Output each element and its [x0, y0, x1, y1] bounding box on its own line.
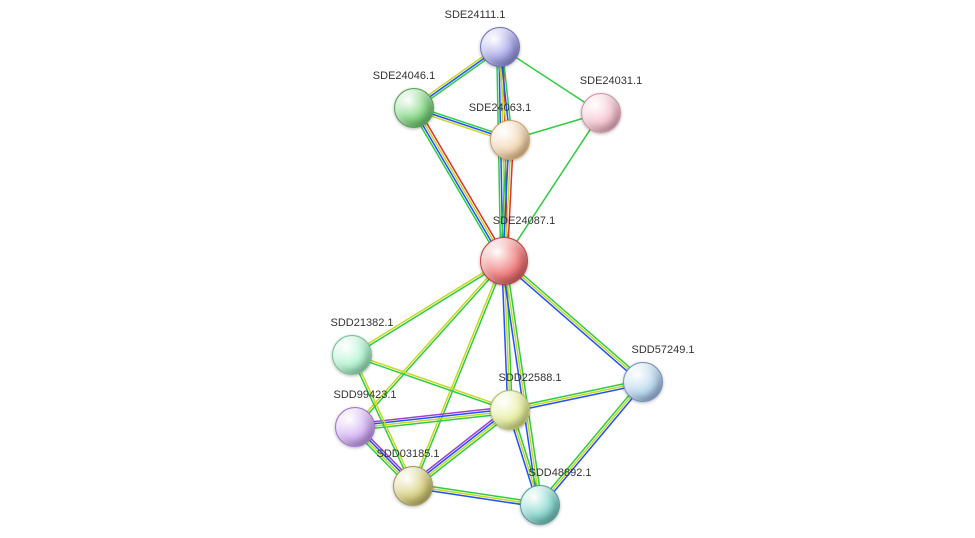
node-SDD48892[interactable]: [520, 485, 560, 525]
node-SDE24111[interactable]: [480, 27, 520, 67]
edge-SDE24087-SDD21382: [353, 262, 505, 356]
node-SDD99423[interactable]: [335, 407, 375, 447]
node-SDD22588[interactable]: [490, 390, 530, 430]
node-SDE24087[interactable]: [480, 237, 528, 285]
node-SDE24046[interactable]: [394, 88, 434, 128]
node-SDD57249[interactable]: [623, 362, 663, 402]
node-SDD03185[interactable]: [393, 466, 433, 506]
edge-SDE24087-SDD03185: [414, 261, 505, 486]
node-SDD21382[interactable]: [332, 335, 372, 375]
node-SDE24031[interactable]: [581, 93, 621, 133]
edge-SDE24087-SDD57249: [505, 259, 644, 380]
node-SDE24063[interactable]: [490, 120, 530, 160]
edge-SDE24087-SDD57249: [504, 261, 643, 382]
edge-SDE24087-SDD57249: [503, 263, 642, 384]
network-diagram: SDE24111.1SDE24046.1SDE24031.1SDE24063.1…: [0, 0, 975, 538]
edge-SDD22588-SDD21382: [352, 354, 510, 409]
edge-SDE24087-SDD99423: [356, 262, 505, 428]
edge-SDE24087-SDD21382: [351, 260, 503, 354]
